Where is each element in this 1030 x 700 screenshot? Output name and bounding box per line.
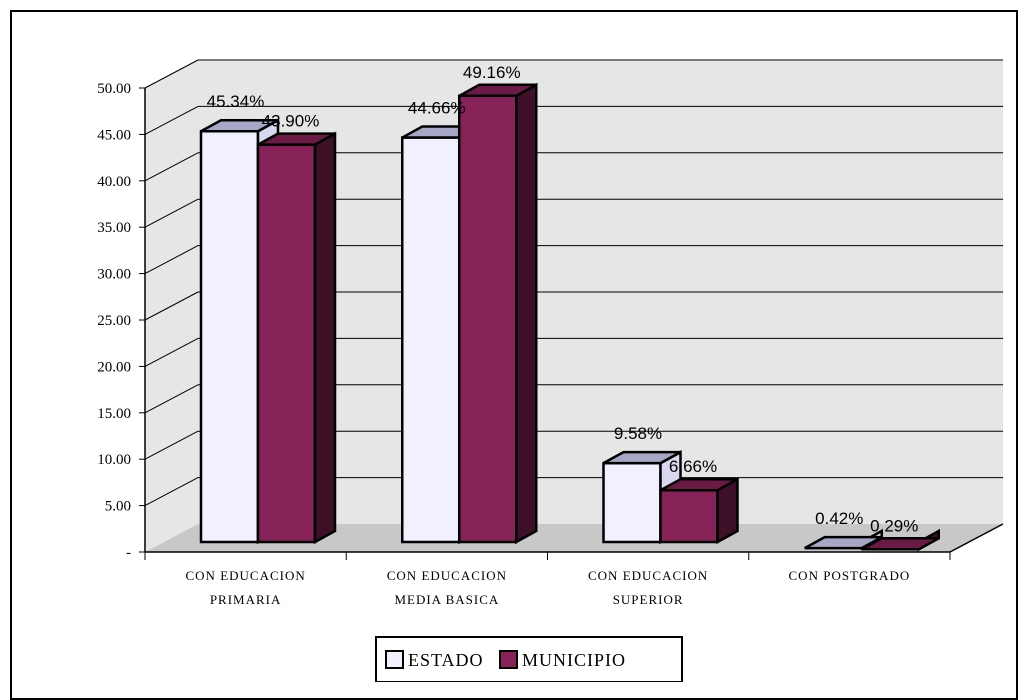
data-label: 0.42% bbox=[815, 509, 863, 528]
y-tick-label: 45.00 bbox=[97, 127, 131, 143]
y-tick-label: 25.00 bbox=[97, 313, 131, 329]
legend: ESTADO MUNICIPIO bbox=[375, 636, 683, 682]
data-label: 43.90% bbox=[262, 112, 320, 131]
data-label: 45.34% bbox=[207, 92, 265, 111]
legend-box bbox=[375, 636, 683, 682]
bar-municipio bbox=[659, 477, 739, 545]
x-category-label: PRIMARIA bbox=[210, 592, 282, 607]
y-tick-label: 5.00 bbox=[105, 499, 131, 515]
bar-estado bbox=[804, 528, 883, 551]
y-tick-label: 20.00 bbox=[97, 359, 131, 375]
bar-front bbox=[401, 136, 461, 544]
legend-label: ESTADO bbox=[408, 650, 484, 670]
gridline-depth bbox=[144, 198, 199, 228]
data-label: 44.66% bbox=[408, 99, 466, 118]
y-tick-label: 35.00 bbox=[97, 220, 131, 236]
data-label: 0.29% bbox=[870, 516, 918, 535]
legend-label: MUNICIPIO bbox=[522, 650, 626, 670]
x-category-label: CON EDUCACION bbox=[186, 568, 306, 583]
bar-top bbox=[200, 118, 279, 133]
legend-swatch bbox=[499, 650, 518, 669]
y-tick-label: 50.00 bbox=[97, 81, 131, 97]
bar-side bbox=[515, 82, 538, 545]
y-tick-label: 15.00 bbox=[97, 406, 131, 422]
data-label: 6.66% bbox=[669, 457, 717, 476]
bar-top bbox=[861, 537, 940, 551]
gridline-depth bbox=[144, 291, 199, 321]
bar-front bbox=[256, 143, 317, 544]
y-tick-label: 10.00 bbox=[97, 452, 131, 468]
bar-front bbox=[458, 94, 518, 544]
x-category-label: CON EDUCACION bbox=[588, 568, 708, 583]
gridline-depth bbox=[144, 105, 199, 135]
bar-front bbox=[199, 129, 260, 544]
bar-front bbox=[602, 461, 662, 544]
x-category-label: CON EDUCACION bbox=[387, 568, 507, 583]
x-category-label: MEDIA BASICA bbox=[394, 592, 499, 607]
bar-municipio bbox=[861, 528, 940, 552]
bar-top bbox=[257, 132, 336, 146]
data-label: 9.58% bbox=[614, 424, 662, 443]
y-tick-label: 30.00 bbox=[97, 267, 131, 283]
floor bbox=[145, 524, 1003, 552]
y-tick-label: 40.00 bbox=[97, 174, 131, 190]
gridline-depth bbox=[144, 337, 199, 367]
x-category-label: SUPERIOR bbox=[613, 592, 684, 607]
bar-municipio bbox=[458, 82, 538, 545]
data-label: 49.16% bbox=[463, 63, 521, 82]
x-axis-depth-line bbox=[949, 523, 1004, 553]
gridline-depth bbox=[144, 245, 199, 275]
x-category-label: CON POSTGRADO bbox=[789, 568, 911, 583]
bar-top bbox=[458, 83, 537, 98]
bar-side bbox=[313, 131, 337, 545]
bar-municipio bbox=[256, 131, 337, 545]
bar-top bbox=[659, 477, 739, 492]
gridline-depth bbox=[144, 477, 199, 507]
gridline-depth bbox=[144, 430, 199, 460]
bar-top bbox=[602, 450, 682, 465]
bar-front bbox=[659, 488, 719, 544]
y-tick-label: - bbox=[126, 545, 131, 561]
legend-swatch bbox=[385, 650, 404, 669]
gridline-depth bbox=[144, 59, 199, 89]
gridline-depth bbox=[144, 384, 199, 414]
bar-chart: - 5.00 10.00 15.00 20.00 25.00 30.00 35.00 40.00… bbox=[97, 59, 1004, 682]
gridline-depth bbox=[144, 152, 199, 182]
